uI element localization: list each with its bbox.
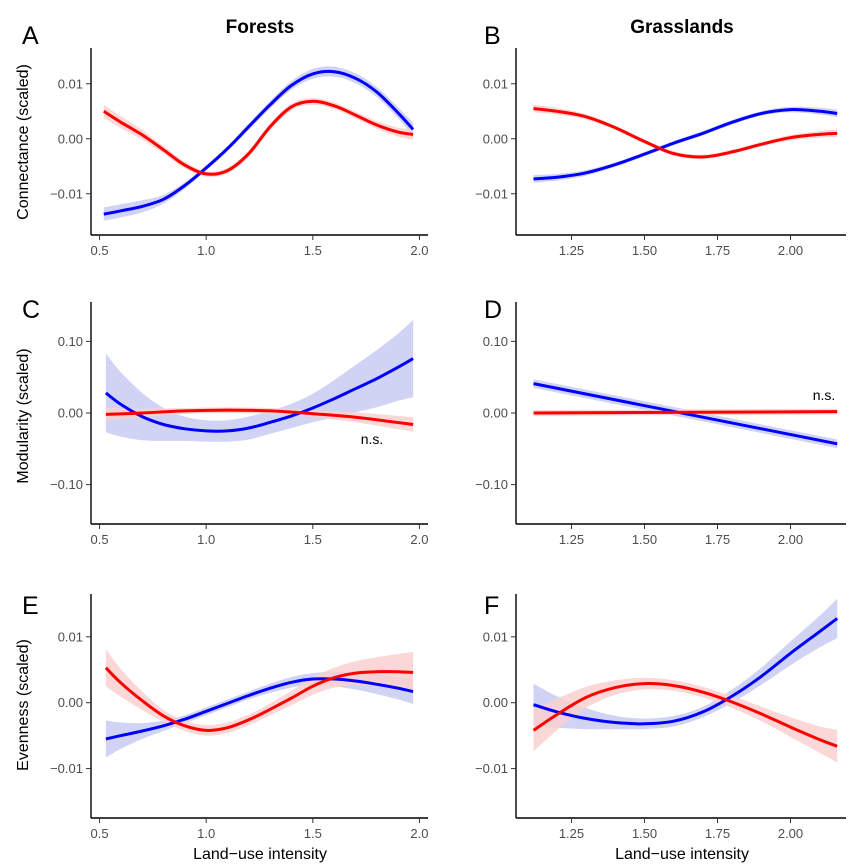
y-tick-label: 0.01	[483, 629, 508, 644]
x-tick-label: 1.0	[197, 243, 215, 258]
red-series-line	[104, 666, 414, 732]
panel-letter: E	[22, 592, 39, 620]
panel-letter: C	[22, 296, 40, 324]
red-series-line	[533, 410, 838, 415]
y-tick-label: −0.01	[50, 761, 83, 776]
x-tick-label: 2.0	[410, 243, 428, 258]
panel-letter: F	[484, 592, 499, 620]
column-title-forests: Forests	[226, 17, 295, 38]
blue-confidence-band	[533, 106, 838, 183]
y-tick-label: 0.00	[483, 131, 508, 146]
x-tick-label: 1.5	[304, 532, 322, 547]
y-tick-label: −0.01	[50, 186, 83, 201]
panels: A −0.01 0.00 0.01 0.5 1.0 1.5 2.0 B −0.01 0.00 0.01…	[22, 22, 846, 841]
y-tick-label: 0.10	[58, 334, 83, 349]
panel-f: F −0.01 0.00 0.01 1.25 1.50 1.75 2.00	[475, 592, 846, 841]
y-tick-label: 0.01	[483, 76, 508, 91]
panel-letter: A	[22, 22, 39, 50]
red-series-line	[533, 107, 838, 159]
panel-letter: B	[484, 22, 501, 50]
blue-series-line	[533, 617, 839, 726]
red-series-line	[532, 682, 838, 748]
x-tick-label: 1.50	[632, 243, 657, 258]
red-series-line	[102, 99, 414, 176]
panel-d: D −0.10 0.00 0.10 1.25 1.50 1.75 2.00 n.s.	[475, 296, 846, 547]
blue-series-line	[103, 69, 415, 216]
x-tick-label: 1.25	[559, 243, 584, 258]
blue-series-line	[533, 108, 838, 181]
x-tick-label: 2.00	[778, 532, 803, 547]
x-tick-label: 1.0	[197, 532, 215, 547]
x-tick-label: 1.75	[705, 826, 730, 841]
xlabel-forests: Land−use intensity	[193, 846, 327, 863]
blue-confidence-band	[103, 66, 414, 221]
row-ylabel-connectance: Connectance (scaled)	[15, 64, 32, 220]
y-tick-label: −0.10	[475, 477, 508, 492]
x-tick-label: 1.25	[559, 826, 584, 841]
red-confidence-band	[105, 407, 414, 432]
row-ylabel-modularity: Modularity (scaled)	[15, 348, 32, 483]
ns-annotation: n.s.	[361, 431, 384, 447]
y-tick-label: −0.01	[475, 186, 508, 201]
red-confidence-band	[533, 104, 838, 160]
red-confidence-band	[103, 98, 414, 177]
x-tick-label: 1.50	[632, 826, 657, 841]
y-tick-label: 0.01	[58, 76, 83, 91]
x-tick-label: 0.5	[90, 826, 108, 841]
x-tick-label: 2.00	[778, 826, 803, 841]
xlabel-grasslands: Land−use intensity	[615, 846, 749, 863]
y-tick-label: 0.00	[483, 406, 508, 421]
x-tick-label: 1.0	[197, 826, 215, 841]
panel-a: A −0.01 0.00 0.01 0.5 1.0 1.5 2.0	[22, 22, 429, 258]
y-tick-label: 0.10	[483, 334, 508, 349]
blue-series-line	[105, 677, 414, 741]
y-tick-label: −0.01	[475, 761, 508, 776]
panel-c: C −0.10 0.00 0.10 0.5 1.0 1.5 2.0 n.s.	[22, 296, 429, 547]
x-tick-label: 1.25	[559, 532, 584, 547]
x-tick-label: 0.5	[90, 243, 108, 258]
red-series-line	[105, 408, 414, 426]
y-tick-label: 0.00	[58, 131, 83, 146]
red-confidence-band	[105, 649, 414, 736]
panel-letter: D	[484, 296, 502, 324]
blue-series-line	[104, 357, 414, 433]
x-tick-label: 1.5	[304, 826, 322, 841]
panel-b: B −0.01 0.00 0.01 1.25 1.50 1.75 2.00	[475, 22, 846, 258]
y-tick-label: 0.01	[58, 629, 83, 644]
ns-annotation: n.s.	[813, 387, 836, 403]
x-tick-label: 2.0	[410, 532, 428, 547]
y-tick-label: 0.00	[483, 695, 508, 710]
y-tick-label: 0.00	[58, 406, 83, 421]
x-tick-label: 1.50	[632, 532, 657, 547]
panel-e: E −0.01 0.00 0.01 0.5 1.0 1.5 2.0	[22, 592, 429, 841]
column-title-grasslands: Grasslands	[630, 17, 734, 38]
y-tick-label: −0.10	[50, 477, 83, 492]
x-tick-label: 1.5	[304, 243, 322, 258]
x-tick-label: 2.00	[778, 243, 803, 258]
x-tick-label: 1.75	[705, 532, 730, 547]
x-tick-label: 2.0	[410, 826, 428, 841]
y-tick-label: 0.00	[58, 695, 83, 710]
x-tick-label: 0.5	[90, 532, 108, 547]
row-ylabel-evenness: Evenness (scaled)	[15, 639, 32, 771]
x-tick-label: 1.75	[705, 243, 730, 258]
